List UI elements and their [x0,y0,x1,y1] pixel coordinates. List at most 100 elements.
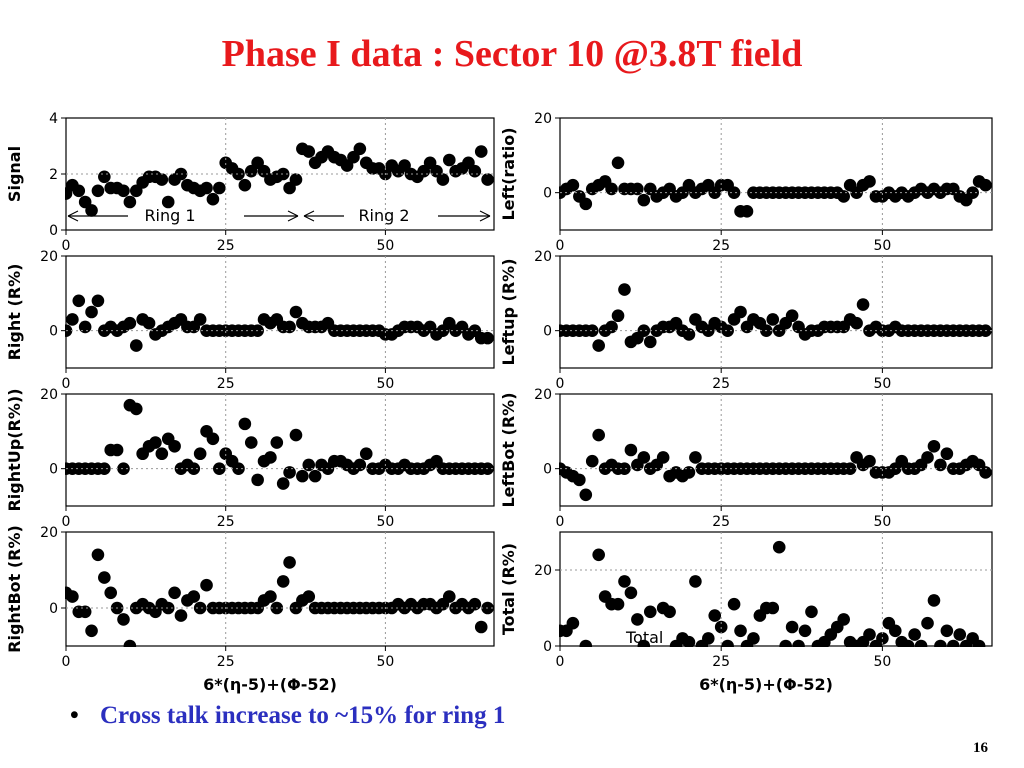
data-point [168,439,181,453]
data-point [779,639,792,647]
data-point [701,632,715,645]
data-point [161,195,175,209]
x-tick-label: 0 [556,238,565,254]
y-tick-label: 0 [543,324,552,340]
data-point [605,182,618,196]
data-point [283,556,296,569]
data-point [85,204,98,217]
data-point [940,624,954,638]
data-point [566,616,580,630]
panel-5-axes: 0 25 50 0 20 RightUp(R%)) [5,387,495,530]
data-point [624,586,638,600]
panel-1-axes: 0 25 50 0 2 4 Signal Ring 1 Ring 2 [5,111,495,254]
data-point [927,439,941,453]
data-point [98,170,111,184]
y-axis-label: Right (R%) [5,264,24,361]
y-tick-label: 0 [49,601,58,617]
arrow-head-icon [303,210,315,222]
data-point [637,324,651,337]
data-point [914,639,928,647]
data-point [474,145,488,158]
data-point [91,294,105,308]
x-tick-label: 0 [62,238,71,254]
data-point [78,320,92,334]
data-point [104,586,118,600]
data-point [766,313,780,326]
data-point [592,428,605,442]
y-axis-label: Left(ratio) [499,127,518,220]
arrow-head-icon [287,210,299,222]
data-point [353,142,367,156]
data-point [213,462,226,475]
x-tick-label: 25 [217,654,235,670]
data-point [474,620,488,634]
data-point [442,590,456,603]
panel-8-axes: 0 25 50 0 20 Total (R%) 6*(η-5)+(Φ-52) Total [499,531,993,694]
data-point [979,466,992,479]
data-point [611,597,625,611]
data-point [727,186,741,199]
y-tick-label: 0 [543,186,552,202]
y-tick-label: 2 [49,167,58,183]
x-tick-label: 50 [873,514,891,530]
data-point [232,167,245,181]
data-point [721,639,734,647]
data-point [283,320,296,334]
x-tick-label: 50 [376,654,394,670]
data-point [276,167,290,181]
data-point [643,335,657,349]
bullet-item: • Cross talk increase to ~15% for ring 1 [70,702,505,730]
panel-1 [65,142,494,217]
x-tick-label: 25 [712,238,730,254]
slide-title: Phase I data : Sector 10 @3.8T field [221,33,803,75]
data-point [863,454,876,468]
data-point [611,156,625,170]
data-point [264,590,277,603]
plot-frame [65,531,495,647]
bullet-text: Cross talk increase to ~15% for ring 1 [100,702,506,729]
y-axis-label: RightUp(R%)) [5,388,24,511]
data-point [353,458,367,472]
data-point [579,197,593,211]
data-point [585,324,599,337]
data-point [85,624,98,638]
data-point [187,590,201,603]
data-point [296,469,309,483]
data-point [161,601,175,615]
data-point [155,447,169,461]
data-point [232,462,245,475]
data-point [270,436,284,449]
data-point [624,443,638,457]
data-point [972,639,986,647]
panel-7 [65,548,494,647]
data-point [155,173,169,186]
data-point [888,624,902,638]
data-point [276,575,290,588]
data-point [78,605,92,619]
x-tick-label: 0 [556,376,565,392]
x-tick-label: 50 [873,376,891,392]
data-point [174,167,188,181]
data-point [766,601,780,615]
data-point [289,173,303,186]
y-tick-label: 0 [49,462,58,478]
y-tick-label: 20 [534,387,552,403]
panel-5 [65,398,494,490]
data-point [966,186,979,199]
data-point [302,145,316,158]
data-point [129,339,143,352]
data-point [618,462,631,475]
plot-frame [559,117,993,231]
plot-frame [559,393,993,507]
data-point [592,339,605,352]
data-point [785,620,799,634]
data-point [117,462,130,475]
y-tick-label: 0 [49,324,58,340]
x-tick-label: 50 [376,238,394,254]
data-point [734,624,747,638]
data-point [66,590,79,603]
data-point [193,601,207,615]
data-point [734,305,747,319]
panel-7-axes: 0 25 50 0 20 RightBot (R%) 6*(η-5)+(Φ-52) [5,525,495,694]
data-point [110,443,124,457]
